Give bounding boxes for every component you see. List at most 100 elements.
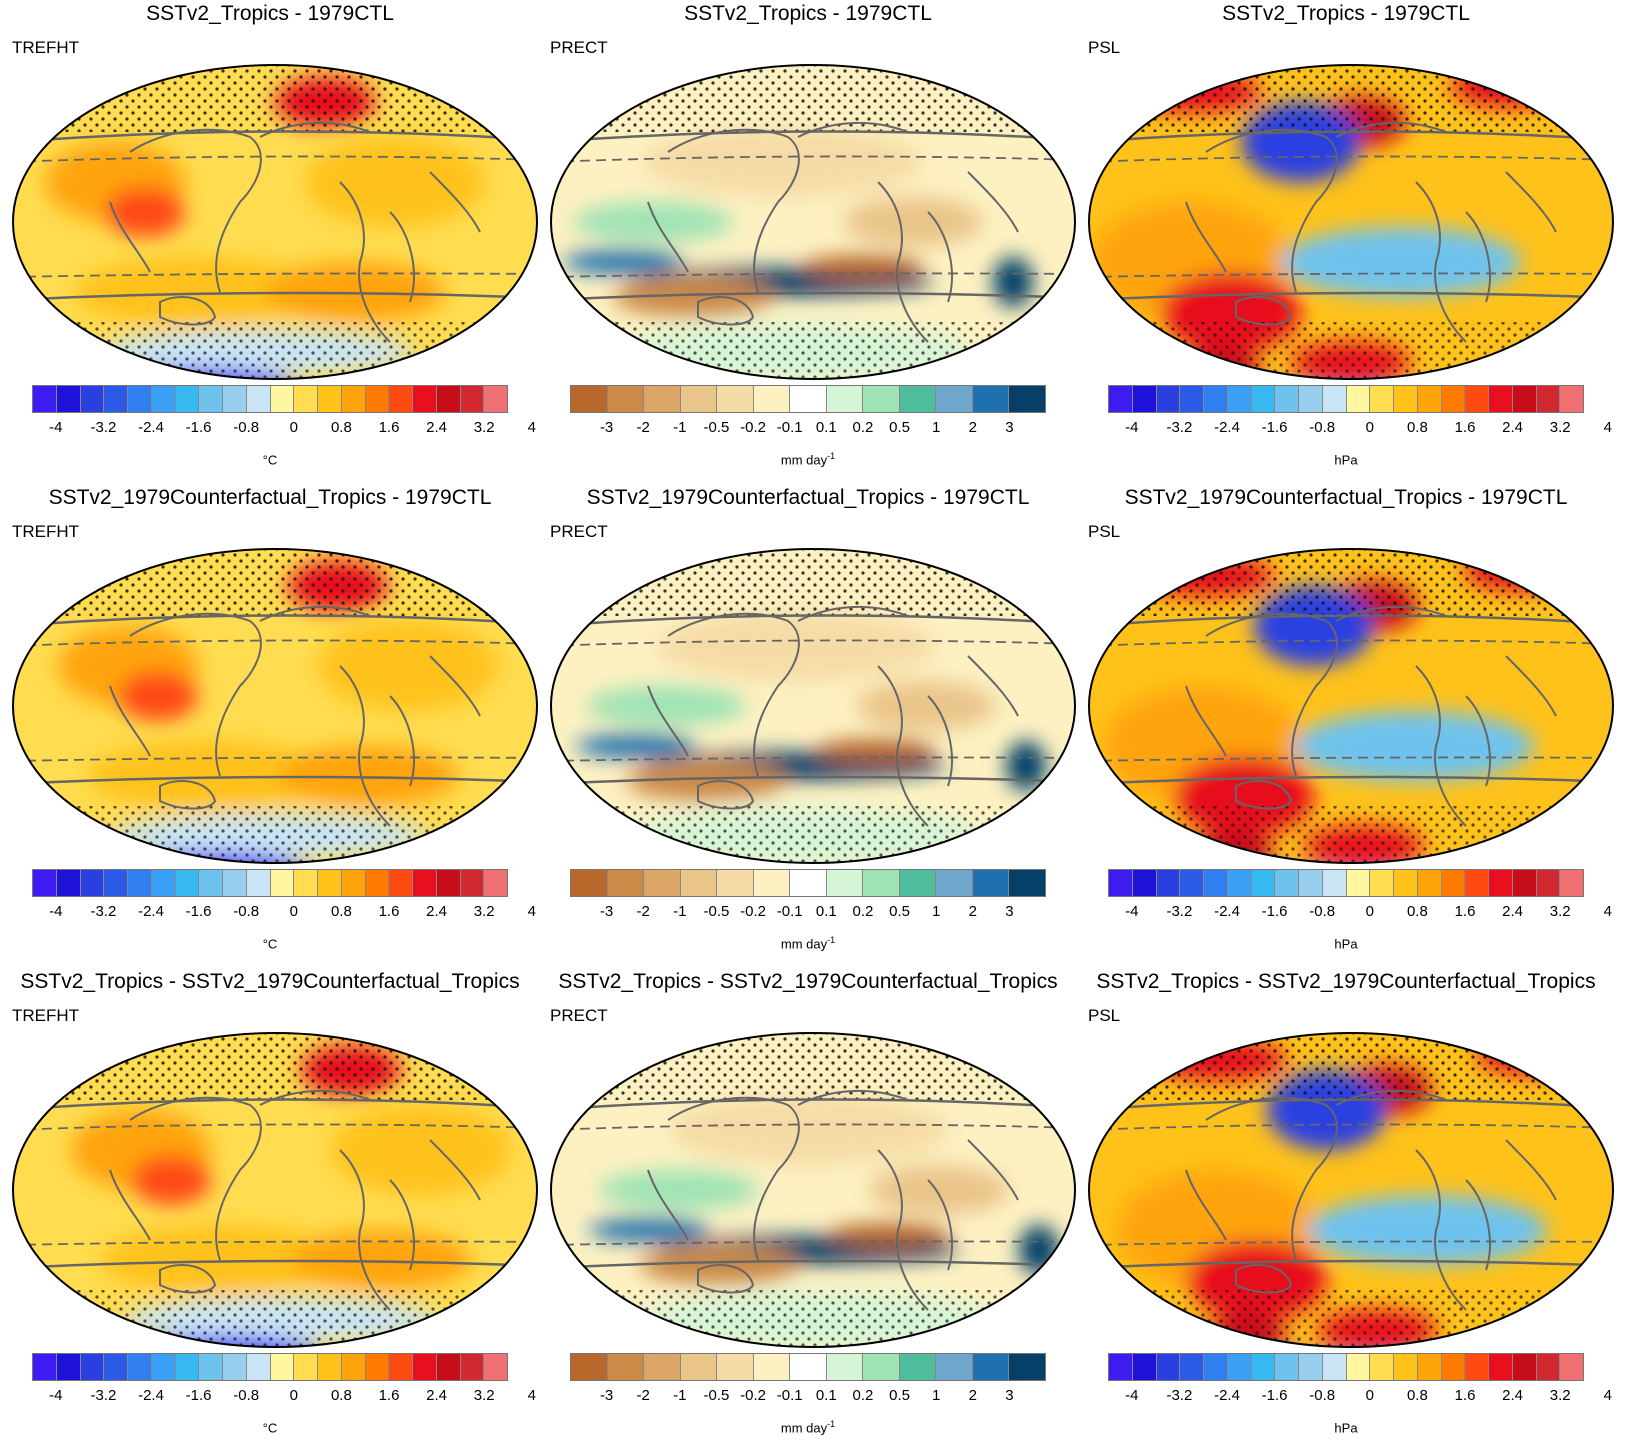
colorbar-tick-label: -1.6 (1261, 419, 1288, 436)
colorbar-tick-label: 4 (527, 1387, 536, 1404)
colorbar-swatch (1180, 1354, 1204, 1380)
coastline (1185, 606, 1557, 827)
colorbar-tick-label: -0.1 (776, 419, 803, 436)
colorbar-swatch (1489, 386, 1513, 412)
tropics-boundary-solid (1089, 775, 1613, 786)
colorbar-tick-label: 1.6 (1454, 903, 1476, 920)
colorbar-swatch (1109, 386, 1133, 412)
colorbar-tick-label: -2.4 (1214, 419, 1240, 436)
tropics-boundary-dashed (1089, 756, 1613, 762)
tropics-boundary-solid (551, 1259, 1075, 1270)
colorbar-tick-label: 0.2 (852, 1387, 874, 1404)
colorbar-swatch (460, 386, 485, 412)
field-anomaly-region (599, 1170, 759, 1210)
colorbar-swatch (80, 386, 105, 412)
field-anomaly-region (643, 127, 923, 197)
colorbar-swatch (246, 1354, 271, 1380)
tropics-boundary-solid (13, 291, 537, 302)
colorbar-tick-label: 3.2 (473, 419, 495, 436)
colorbar-swatch (1441, 870, 1466, 896)
tropics-boundary-dashed (551, 1123, 1075, 1131)
colorbar: -3 -2 -1 -0.5 -0.2 -0.1 0.1 0.2 0.5 1 2 3 mm day-1 (570, 385, 1046, 475)
colorbar-tick-label: 4 (527, 903, 536, 920)
colorbar-swatch (753, 1354, 791, 1380)
colorbar-swatch (104, 386, 128, 412)
tropics-boundary-solid (551, 130, 1075, 144)
coastline (647, 122, 1019, 343)
global-map (12, 548, 538, 864)
colorbar-tick-label: 0.8 (330, 419, 352, 436)
colorbar-swatch (826, 386, 864, 412)
colorbar-unit-label: mm day-1 (570, 1419, 1046, 1435)
colorbar-tick-label: -1 (673, 419, 687, 436)
colorbar-swatch (1560, 1354, 1583, 1380)
colorbar-swatch (365, 870, 390, 896)
colorbar-tick-label: 3.2 (1549, 903, 1571, 920)
colorbar-tick-label: -0.2 (740, 419, 766, 436)
colorbar-swatch (1109, 870, 1133, 896)
colorbar-tick-label: -3.2 (90, 903, 117, 920)
coastline (109, 122, 481, 343)
colorbar-tick-label: -1.6 (185, 1387, 212, 1404)
colorbar-swatch (571, 386, 608, 412)
colorbar-tick-label: -3.2 (90, 419, 117, 436)
map-outline (1088, 64, 1614, 380)
colorbar-swatch (246, 386, 271, 412)
field-anomaly-region (843, 197, 983, 247)
colorbar-swatch (1536, 1354, 1561, 1380)
map-panel: SSTv2_1979Counterfactual_Tropics - 1979C… (538, 484, 1078, 969)
global-map (1088, 1032, 1614, 1348)
colorbar-swatches (570, 385, 1046, 413)
colorbar-swatch (1370, 1354, 1394, 1380)
map-outline (1088, 1032, 1614, 1348)
colorbar-tick-label: 1 (931, 419, 941, 436)
tropics-boundary-dashed (551, 756, 1075, 762)
colorbar-swatch (1322, 1354, 1347, 1380)
colorbar-tick-label: -1.6 (185, 419, 212, 436)
field-anomaly-region (1294, 711, 1534, 781)
colorbar-swatch (175, 386, 200, 412)
field-anomaly-region (1006, 741, 1046, 791)
colorbar-swatch (413, 870, 437, 896)
field-anomaly-region (829, 1223, 949, 1247)
colorbar-swatch (972, 386, 1010, 412)
significance-stipple (551, 1290, 1075, 1347)
colorbar-swatch (972, 870, 1010, 896)
colorbar-swatch (1465, 870, 1489, 896)
colorbar-tick-label: 0.8 (1406, 419, 1428, 436)
colorbar-swatch (1227, 870, 1252, 896)
colorbar-swatch (1299, 870, 1323, 896)
colorbar-swatch (826, 1354, 864, 1380)
field-anomaly-region (816, 739, 936, 763)
field-anomaly-region (589, 1218, 709, 1242)
colorbar-tick-label: 0 (1365, 1387, 1374, 1404)
tropics-boundary-dashed (1089, 155, 1613, 163)
panel-variable-label: TREFHT (12, 1006, 80, 1025)
tropics-boundary-dashed (13, 756, 537, 762)
colorbar-swatch (270, 386, 295, 412)
panel-title: SSTv2_Tropics - 1979CTL (1222, 2, 1470, 25)
field-anomaly-region (318, 621, 498, 711)
colorbar-swatch (341, 386, 366, 412)
colorbar-tick-label: -2 (636, 419, 650, 436)
colorbar-swatch (1394, 870, 1418, 896)
colorbar: -4 -3.2 -2.4 -1.6 -0.8 0 0.8 1.6 2.4 3.2 4 hPa (1108, 869, 1612, 959)
colorbar-swatch (1227, 1354, 1252, 1380)
colorbar-tick-label: 2.4 (426, 1387, 448, 1404)
tropics-boundary-dashed (551, 639, 1075, 647)
global-map (550, 548, 1076, 864)
panel-variable-label: TREFHT (12, 522, 80, 541)
colorbar-tick-label: 3 (1005, 419, 1014, 436)
colorbar-swatches (32, 385, 508, 413)
colorbar-swatch (318, 1354, 342, 1380)
colorbar-tick-label: 3.2 (1549, 419, 1571, 436)
colorbar-swatch (56, 1354, 81, 1380)
colorbar-swatch (790, 386, 827, 412)
map-panel: SSTv2_Tropics - SSTv2_1979Counterfactual… (538, 968, 1078, 1453)
colorbar-swatch (790, 1354, 827, 1380)
tropics-boundary-solid (1089, 1098, 1613, 1112)
colorbar-swatch (680, 386, 718, 412)
colorbar-unit-label: hPa (1108, 451, 1584, 467)
colorbar-tick-label: 0 (289, 419, 298, 436)
colorbar-swatch (826, 870, 864, 896)
